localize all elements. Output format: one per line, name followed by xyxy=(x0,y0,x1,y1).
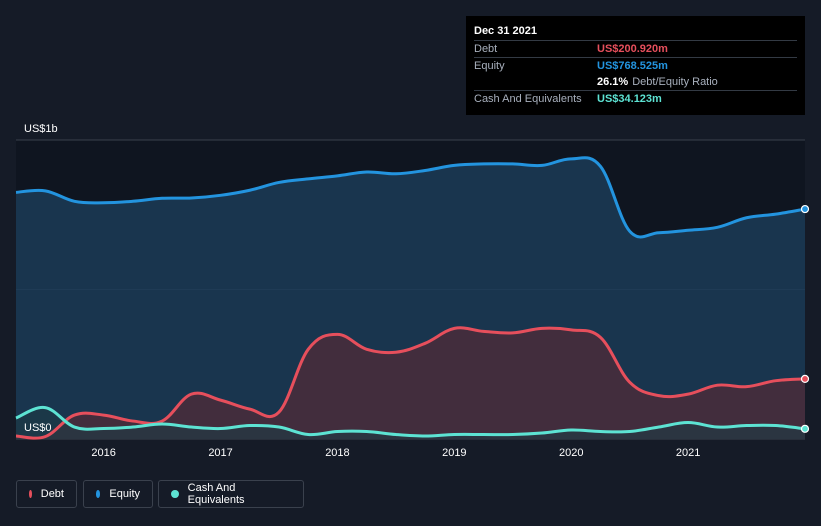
legend-equity-label: Equity xyxy=(109,488,140,500)
debt-area xyxy=(16,327,805,439)
tooltip-ratio-row: 26.1% Debt/Equity Ratio xyxy=(474,74,797,90)
legend-cash-label: Cash And Equivalents xyxy=(187,482,245,506)
tooltip-ratio-value: 26.1% xyxy=(597,76,629,88)
cash-line xyxy=(15,406,806,438)
tooltip-date: Dec 31 2021 xyxy=(474,25,537,37)
tooltip-debt-row: Debt US$200.920m xyxy=(474,40,797,57)
x-tick-label-2021: 2021 xyxy=(676,447,700,459)
tooltip-equity-label: Equity xyxy=(474,60,505,72)
cash-end-marker xyxy=(800,424,810,433)
x-tick-label-2018: 2018 xyxy=(325,447,349,459)
cash-dot-icon xyxy=(171,490,179,498)
tooltip-debt-label: Debt xyxy=(474,43,498,55)
debt-end-marker xyxy=(800,374,810,384)
legend-debt-label: Debt xyxy=(40,488,64,500)
cash-area xyxy=(16,407,805,439)
legend-cash[interactable]: Cash And Equivalents xyxy=(158,480,304,508)
equity-end-marker xyxy=(800,204,810,214)
x-tick-label-2019: 2019 xyxy=(442,447,466,459)
y-tick-label-bottom: US$0 xyxy=(24,422,52,434)
y-tick-label-top: US$1b xyxy=(24,123,58,135)
equity-dot-icon xyxy=(96,490,101,498)
series-areas xyxy=(16,157,805,439)
x-tick-label-2016: 2016 xyxy=(91,447,115,459)
tooltip-debt-value: US$200.920m xyxy=(597,43,668,55)
tooltip-cash-value: US$34.123m xyxy=(597,93,662,105)
tooltip-cash-row: Cash And Equivalents US$34.123m xyxy=(474,90,797,107)
data-tooltip: Dec 31 2021 Debt US$200.920m Equity US$7… xyxy=(466,16,805,115)
x-tick-label-2020: 2020 xyxy=(559,447,583,459)
end-markers xyxy=(800,204,810,433)
tooltip-equity-value: US$768.525m xyxy=(597,60,668,72)
tooltip-equity-row: Equity US$768.525m xyxy=(474,57,797,74)
tooltip-cash-label: Cash And Equivalents xyxy=(474,93,582,105)
x-tick-label-2017: 2017 xyxy=(208,447,232,459)
equity-line xyxy=(15,156,806,239)
debt-dot-icon xyxy=(29,490,32,498)
legend-debt[interactable]: Debt xyxy=(16,480,77,508)
series-lines xyxy=(15,156,806,440)
debt-line xyxy=(15,326,806,440)
legend-equity[interactable]: Equity xyxy=(83,480,153,508)
tooltip-ratio-label: Debt/Equity Ratio xyxy=(632,76,718,88)
x-axis-ticks: 2016 2017 2018 2019 2020 2021 xyxy=(91,447,700,459)
